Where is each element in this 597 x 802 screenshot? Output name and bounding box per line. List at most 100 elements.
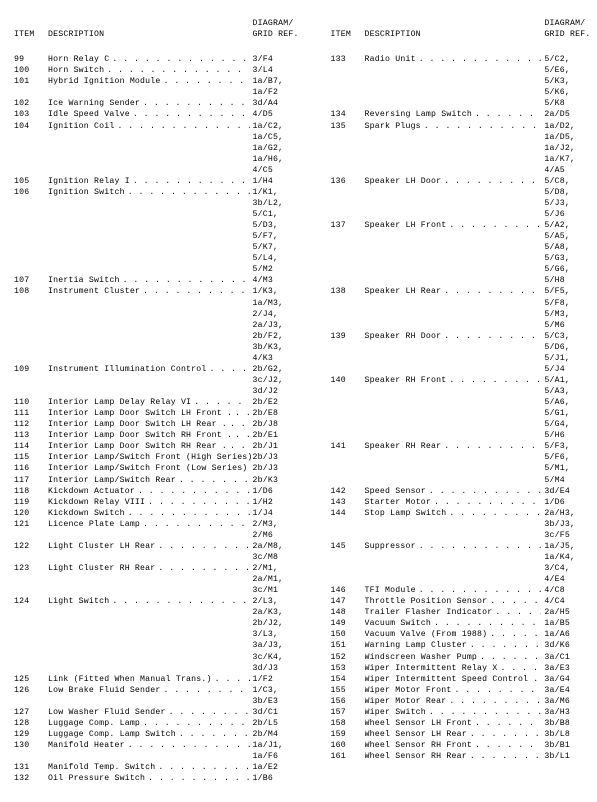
item-number: 101 [14, 76, 48, 87]
table-row: 140Speaker RH Front5/A1, [331, 375, 597, 386]
grid-ref: 2/M6 [253, 530, 309, 541]
dot-leader [143, 286, 250, 297]
grid-ref: 5/C8, [544, 176, 597, 187]
table-row-continuation: 3b/K3, [14, 342, 309, 353]
grid-ref: 5/J4 [544, 364, 597, 375]
table-row: 109Instrument Illumination Control2b/G2, [14, 364, 309, 375]
description-cell: Interior Lamp/Switch Front (Low Series) [48, 463, 253, 474]
description-cell: Kickdown Switch [48, 508, 253, 519]
table-row-continuation: 5/K6, [331, 87, 597, 98]
description-cell: Luggage Comp. Lamp Switch [48, 729, 253, 740]
description-text: Low Washer Fluid Sender [48, 707, 166, 718]
grid-ref: 1a/B7, [253, 76, 309, 87]
dot-leader [143, 519, 250, 530]
grid-ref: 5/J6 [544, 209, 597, 220]
right-column: ITEM DESCRIPTION DIAGRAM/ GRID REF. 133R… [331, 18, 597, 784]
item-number: 116 [14, 463, 48, 474]
item-number: 108 [14, 286, 48, 297]
item-number: 145 [331, 541, 365, 552]
table-row: 135Spark Plugs1a/D2, [331, 121, 597, 132]
grid-ref: 3d/E4 [544, 486, 597, 497]
description-cell: Interior Lamp Door Switch RH Front . [48, 430, 253, 441]
description-cell: Ice Warning Sender [48, 98, 253, 109]
description-text: Vacuum Switch [365, 618, 431, 629]
grid-ref: 2b/J3 [253, 452, 309, 463]
table-row: 160Wheel Sensor RH Front3b/B1 [331, 740, 597, 751]
description-cell: Interior Lamp Door Switch LH Front . [48, 408, 253, 419]
grid-ref: 1a/J5, [544, 541, 597, 552]
table-row: 153Wiper Intermittent Relay X3a/E3 [331, 663, 597, 674]
dot-leader [210, 364, 250, 375]
grid-ref: 5/C1, [253, 209, 309, 220]
grid-ref: 2/M1, [253, 563, 309, 574]
description-text: Light Cluster RH Rear [48, 563, 155, 574]
dot-leader [449, 375, 541, 386]
grid-ref: 4/M3 [253, 275, 309, 286]
description-cell: Light Cluster LH Rear [48, 541, 253, 552]
table-row-continuation: 5/A6, [331, 397, 597, 408]
item-number: 146 [331, 585, 365, 596]
item-number: 159 [331, 729, 365, 740]
item-number: 105 [14, 176, 48, 187]
grid-ref: 5/A8, [544, 242, 597, 253]
table-row-continuation: 5/D6, [331, 342, 597, 353]
table-row-continuation: 1a/K7, [331, 154, 597, 165]
column-headers: ITEM DESCRIPTION DIAGRAM/ GRID REF. [14, 18, 309, 40]
table-row: 103Idle Speed Valve4/D5 [14, 109, 309, 120]
description-cell: TFI Module [365, 585, 545, 596]
description-cell: Warning Lamp Cluster [365, 640, 545, 651]
grid-ref: 5/F8, [544, 298, 597, 309]
item-number: 142 [331, 486, 365, 497]
description-text: Horn Relay C [48, 54, 109, 65]
description-cell: Starter Motor [365, 497, 545, 508]
item-number: 157 [331, 707, 365, 718]
grid-ref: 5/A6, [544, 397, 597, 408]
description-cell: Light Switch [48, 596, 253, 607]
item-number: 109 [14, 364, 48, 375]
header-description: DESCRIPTION [48, 29, 253, 40]
grid-ref: 3c/K4, [253, 652, 309, 663]
table-row: 102Ice Warning Sender3d/A4 [14, 98, 309, 109]
description-text: Radio Unit [365, 54, 416, 65]
grid-ref: 3a/E4 [544, 685, 597, 696]
description-text: Instrument Illumination Control [48, 364, 207, 375]
dot-leader [133, 176, 250, 187]
item-number: 107 [14, 275, 48, 286]
description-text: Interior Lamp/Switch Rear [48, 475, 176, 486]
table-row-continuation: 1a/H6, [14, 154, 309, 165]
grid-ref: 5/D6, [544, 342, 597, 353]
table-row: 119Kickdown Relay VIII1/H2 [14, 497, 309, 508]
grid-ref: 3b/E3 [253, 696, 309, 707]
grid-ref: 5/H6 [544, 430, 597, 441]
table-row: 136Speaker LH Door5/C8, [331, 176, 597, 187]
grid-ref: 1a/B5 [544, 618, 597, 629]
description-text: Interior Lamp Door Switch LH Rear . [48, 419, 227, 430]
grid-ref: 2a/M8, [253, 541, 309, 552]
dot-leader [444, 286, 541, 297]
description-cell: Speaker LH Rear [365, 286, 545, 297]
grid-ref: 2b/J2, [253, 618, 309, 629]
description-text: Vacuum Valve (From 1988) [365, 629, 488, 640]
dot-leader [419, 585, 542, 596]
table-row-continuation: 5/M6 [331, 320, 597, 331]
grid-ref: 2/J4, [253, 309, 309, 320]
grid-ref: 2a/J3, [253, 320, 309, 331]
description-text: Wiper Intermittent Speed Control . [365, 674, 539, 685]
description-cell: Vacuum Switch [365, 618, 545, 629]
table-row-continuation: 2b/J2, [14, 618, 309, 629]
table-row: 134Reversing Lamp Switch2a/D5 [331, 109, 597, 120]
dot-leader [480, 652, 541, 663]
grid-ref: 1/J4 [253, 508, 309, 519]
column-headers: ITEM DESCRIPTION DIAGRAM/ GRID REF. [331, 18, 597, 40]
table-row-continuation: 3b/J3, [331, 519, 597, 530]
table-row-continuation: 4/E4 [331, 574, 597, 585]
item-number: 128 [14, 718, 48, 729]
item-number: 100 [14, 65, 48, 76]
dot-leader [194, 397, 249, 408]
table-row-continuation: 2a/J3, [14, 320, 309, 331]
dot-leader [449, 696, 541, 707]
grid-ref: 3b/B1 [544, 740, 597, 751]
dot-leader [475, 109, 541, 120]
table-row: 105Ignition Relay I1/H4 [14, 176, 309, 187]
dot-leader [123, 275, 250, 286]
